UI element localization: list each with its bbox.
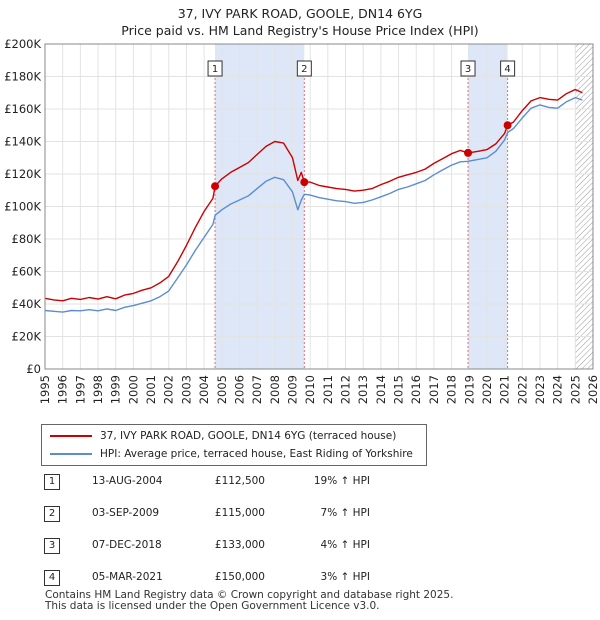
x-tick-label: 2023: [533, 375, 547, 404]
transaction-number: 2: [44, 506, 60, 522]
sale-label-3: 3: [460, 60, 476, 77]
sale-label-text: 1: [212, 64, 218, 75]
sale-label-4: 4: [500, 60, 516, 77]
x-tick-label: 2018: [445, 375, 459, 404]
y-tick-label: £100K: [4, 200, 41, 214]
legend-label-hpi: HPI: Average price, terraced house, East…: [100, 448, 413, 460]
y-tick-label: £40K: [12, 297, 42, 311]
y-tick-label: £160K: [4, 102, 41, 116]
legend-swatch-property: [50, 435, 92, 437]
x-tick-label: 2001: [144, 375, 158, 404]
legend-item-property: 37, IVY PARK ROAD, GOOLE, DN14 6YG (terr…: [50, 428, 396, 444]
hpi-line: [44, 96, 583, 313]
y-tick-label: £60K: [12, 265, 42, 279]
sale-point-3: [464, 148, 473, 157]
legend-item-hpi: HPI: Average price, terraced house, East…: [50, 446, 413, 462]
footer: Contains HM Land Registry data © Crown c…: [45, 590, 453, 612]
x-tick-label: 2016: [409, 375, 423, 404]
transaction-hpi: 4% ↑ HPI: [320, 539, 370, 551]
transaction-date: 13-AUG-2004: [92, 475, 163, 487]
x-tick-label: 2005: [215, 375, 229, 404]
sale-label-text: 4: [504, 64, 510, 75]
y-tick-label: £180K: [4, 70, 41, 84]
transaction-price: £115,000: [214, 507, 265, 519]
footer-line-1: Contains HM Land Registry data © Crown c…: [45, 589, 454, 601]
x-tick-label: 1998: [91, 375, 105, 404]
sale-label-box: [207, 60, 223, 77]
x-tick-label: 2017: [427, 375, 441, 404]
y-tick-label: £140K: [4, 135, 41, 149]
x-tick-label: 2002: [162, 375, 176, 404]
table-row: 3 07-DEC-2018 £133,000 4% ↑ HPI: [40, 536, 440, 556]
transaction-date: 07-DEC-2018: [92, 539, 162, 551]
y-tick-label: £0: [26, 362, 41, 376]
transaction-hpi: 3% ↑ HPI: [320, 571, 370, 583]
transaction-date: 05-MAR-2021: [92, 571, 163, 583]
sale-point-2: [300, 178, 309, 187]
plot-border: [44, 43, 594, 370]
transaction-hpi: 19% ↑ HPI: [313, 475, 370, 487]
x-tick-label: 2006: [232, 375, 246, 404]
x-tick-label: 2019: [462, 375, 476, 404]
x-tick-label: 2014: [374, 375, 388, 404]
transaction-price: £112,500: [214, 475, 265, 487]
sale-label-1: 1: [207, 60, 223, 77]
x-tick-label: 1997: [73, 375, 87, 404]
x-tick-label: 2008: [268, 375, 282, 404]
x-tick-label: 2013: [356, 375, 370, 404]
table-row: 4 05-MAR-2021 £150,000 3% ↑ HPI: [40, 568, 440, 588]
legend-swatch-hpi: [50, 453, 92, 455]
sale-label-box: [500, 60, 516, 77]
sale-label-text: 2: [301, 64, 307, 75]
transaction-date: 03-SEP-2009: [92, 507, 160, 519]
legend-label-property: 37, IVY PARK ROAD, GOOLE, DN14 6YG (terr…: [100, 430, 397, 442]
x-tick-label: 2022: [515, 375, 529, 404]
x-tick-label: 2024: [551, 375, 565, 404]
x-tick-label: 1996: [56, 375, 70, 404]
x-tick-label: 2025: [568, 375, 582, 404]
table-row: 2 03-SEP-2009 £115,000 7% ↑ HPI: [40, 504, 440, 524]
sale-label-box: [460, 60, 476, 77]
footer-line-2: This data is licensed under the Open Gov…: [45, 600, 380, 612]
x-tick-label: 2010: [303, 375, 317, 404]
y-tick-label: £120K: [4, 167, 41, 181]
x-tick-label: 2004: [197, 375, 211, 404]
transaction-number: 1: [44, 474, 60, 490]
x-tick-label: 2015: [392, 375, 406, 404]
sale-point-1: [211, 182, 220, 191]
sale-label-2: 2: [296, 60, 312, 77]
transaction-price: £150,000: [214, 571, 265, 583]
x-tick-label: 2003: [179, 375, 193, 404]
x-tick-label: 1995: [38, 375, 52, 404]
x-tick-label: 2021: [498, 375, 512, 404]
transaction-number: 3: [44, 538, 60, 554]
x-tick-label: 2011: [321, 375, 335, 404]
price-chart: 1 2 3 4 £0 £20K £40K £60K £80K £100K £120K £140K £16…: [4, 37, 600, 404]
sale-label-text: 3: [465, 64, 471, 75]
x-tick-label: 2007: [250, 375, 264, 404]
sale-label-box: [296, 60, 312, 77]
transaction-hpi: 7% ↑ HPI: [320, 507, 370, 519]
transaction-price: £133,000: [214, 539, 265, 551]
y-tick-label: £80K: [12, 232, 42, 246]
table-row: 1 13-AUG-2004 £112,500 19% ↑ HPI: [40, 472, 440, 492]
chart-title: 37, IVY PARK ROAD, GOOLE, DN14 6YG Price…: [0, 5, 600, 39]
transaction-number: 4: [44, 570, 60, 586]
title-line-2: Price paid vs. HM Land Registry's House …: [121, 23, 479, 38]
x-tick-label: 2026: [586, 375, 600, 404]
x-tick-label: 2009: [285, 375, 299, 404]
y-tick-label: £200K: [4, 37, 41, 51]
legend: 37, IVY PARK ROAD, GOOLE, DN14 6YG (terr…: [41, 424, 427, 466]
sale-point-4: [503, 121, 512, 130]
x-tick-label: 1999: [109, 375, 123, 404]
x-tick-label: 2012: [339, 375, 353, 404]
y-tick-label: £20K: [12, 330, 42, 344]
title-line-1: 37, IVY PARK ROAD, GOOLE, DN14 6YG: [177, 6, 423, 21]
x-tick-label: 2020: [480, 375, 494, 404]
x-tick-label: 2000: [126, 375, 140, 404]
